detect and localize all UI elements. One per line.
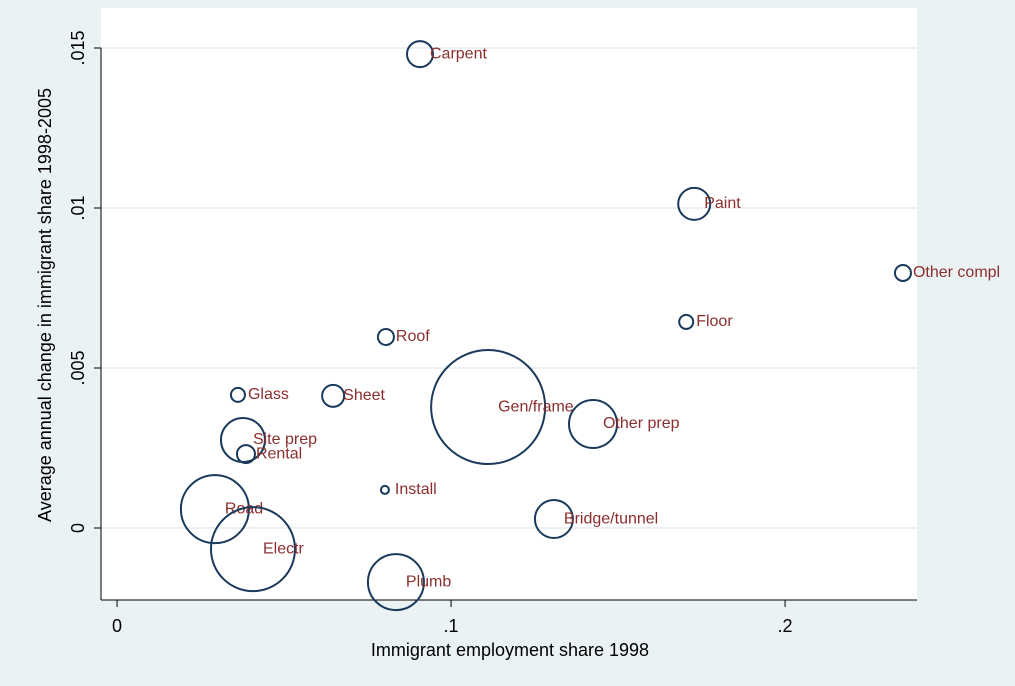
point-label: Glass	[248, 386, 289, 403]
bubble	[179, 474, 250, 545]
bubble	[376, 327, 395, 346]
point-label: Other prep	[603, 415, 680, 432]
bubble	[379, 484, 390, 495]
y-tick-label: .01	[68, 195, 88, 220]
x-tick-label: .2	[778, 616, 793, 636]
point-label: Floor	[696, 313, 733, 330]
bubble	[229, 386, 246, 403]
bubble	[677, 186, 712, 221]
point-label: Other compl	[913, 264, 1000, 281]
point-label: Carpent	[430, 45, 487, 62]
x-axis-title: Immigrant employment share 1998	[371, 640, 649, 660]
point-label: Bridge/tunnel	[564, 510, 658, 527]
point-label: Install	[395, 481, 437, 498]
bubble	[678, 313, 695, 330]
point-label: Sheet	[343, 387, 385, 404]
point-label: Site prep	[253, 431, 317, 448]
point-label: Plumb	[406, 573, 451, 590]
bubble	[235, 444, 256, 465]
plot-area	[101, 8, 917, 600]
bubble	[405, 40, 434, 69]
bubble	[533, 499, 574, 540]
y-tick-label: .015	[68, 30, 88, 65]
bubble	[893, 263, 912, 282]
bubble	[366, 553, 425, 612]
point-label: Gen/frame	[498, 398, 574, 415]
point-label: Paint	[704, 195, 741, 212]
y-tick-label: .005	[68, 350, 88, 385]
point-label: Rental	[256, 445, 302, 462]
x-tick-label: .1	[444, 616, 459, 636]
y-tick-label: 0	[68, 523, 88, 533]
bubble	[568, 399, 619, 449]
y-axis-title: Average annual change in immigrant share…	[35, 88, 55, 522]
x-tick-label: 0	[112, 616, 122, 636]
point-label: Roof	[396, 328, 430, 345]
bubble	[430, 349, 547, 466]
bubble	[321, 383, 346, 408]
point-label: Electr	[263, 540, 305, 557]
bubble	[209, 506, 296, 593]
